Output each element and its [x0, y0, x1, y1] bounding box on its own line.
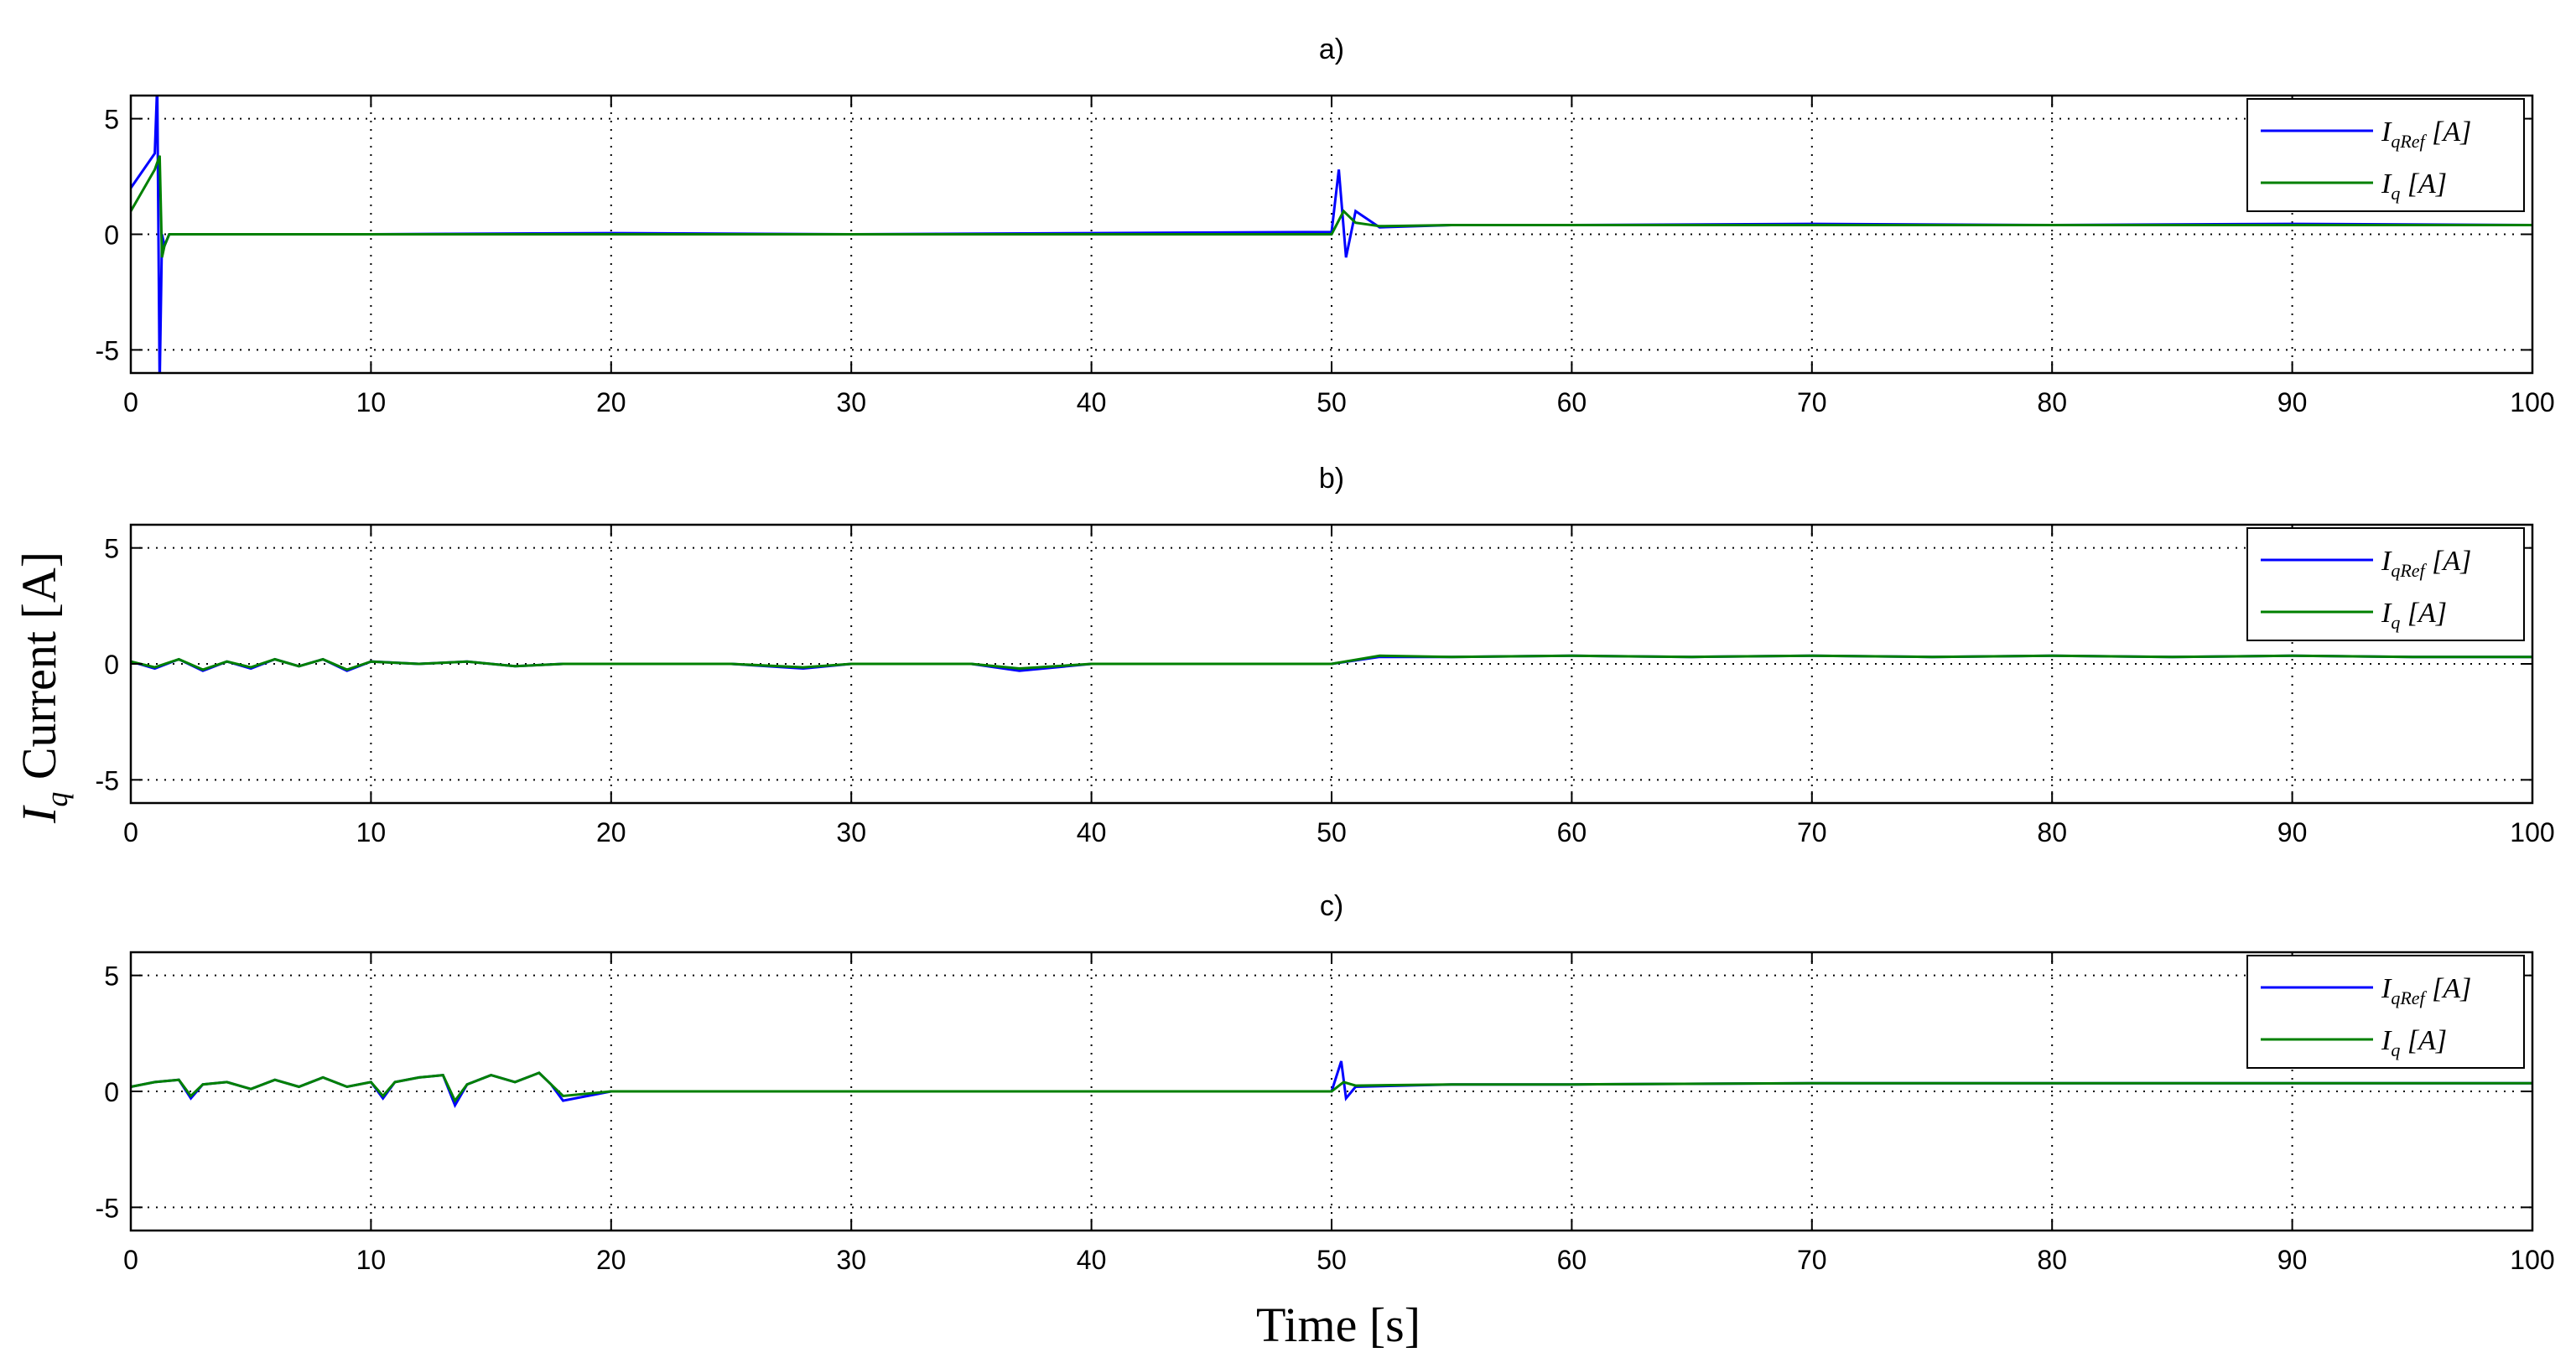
- y-tick-label: -5: [96, 1193, 119, 1223]
- legend-subscript: qRef: [2391, 560, 2427, 581]
- x-tick-label: 60: [1557, 817, 1587, 847]
- x-tick-label: 30: [836, 1245, 866, 1275]
- x-tick-label: 70: [1797, 1245, 1827, 1275]
- figure-background: [0, 0, 2576, 1368]
- y-tick-label: 5: [104, 105, 119, 135]
- x-tick-label: 10: [356, 1245, 387, 1275]
- x-tick-label: 30: [836, 817, 866, 847]
- y-tick-label: 5: [104, 534, 119, 564]
- legend-unit: [A]: [2400, 598, 2447, 629]
- x-tick-label: 70: [1797, 387, 1827, 417]
- x-tick-label: 20: [596, 387, 626, 417]
- x-tick-label: 60: [1557, 1245, 1587, 1275]
- y-tick-label: -5: [96, 335, 119, 365]
- legend-unit: [A]: [2425, 117, 2472, 148]
- x-tick-label: 80: [2037, 387, 2067, 417]
- legend-label-iq: Iq [A]: [2381, 168, 2447, 204]
- x-axis-title: Time [s]: [1256, 1298, 1420, 1352]
- x-tick-label: 50: [1317, 817, 1347, 847]
- y-tick-label: -5: [96, 765, 119, 795]
- panel-title: a): [1319, 34, 1344, 65]
- x-tick-label: 40: [1077, 817, 1107, 847]
- y-tick-label: 0: [104, 220, 119, 251]
- x-tick-label: 40: [1077, 1245, 1107, 1275]
- figure-canvas: a)0 10 20 30 40 50 60 70 80 90 100-505 IqRef [A]Iq …: [0, 0, 2576, 1368]
- y-tick-label: 5: [104, 961, 119, 992]
- legend-unit: [A]: [2400, 1025, 2447, 1056]
- legend-unit: [A]: [2425, 973, 2472, 1004]
- x-tick-label: 20: [596, 817, 626, 847]
- x-tick-label: 80: [2037, 1245, 2067, 1275]
- x-tick-label: 70: [1797, 817, 1827, 847]
- legend-label-iq: Iq [A]: [2381, 1025, 2447, 1060]
- x-tick-label: 10: [356, 387, 387, 417]
- x-tick-label: 100: [2510, 1245, 2554, 1275]
- x-tick-label: 100: [2510, 387, 2554, 417]
- x-tick-label: 90: [2277, 817, 2308, 847]
- x-tick-label: 90: [2277, 1245, 2308, 1275]
- x-tick-label: 50: [1317, 387, 1347, 417]
- x-tick-label: 40: [1077, 387, 1107, 417]
- legend-unit: [A]: [2400, 168, 2447, 200]
- legend-subscript: q: [2391, 1039, 2400, 1060]
- x-tick-label: 100: [2510, 817, 2554, 847]
- y-axis-title-text: Current [A]: [12, 552, 66, 792]
- legend: IqRef [A]Iq [A]: [2247, 956, 2524, 1068]
- x-tick-label: 90: [2277, 387, 2308, 417]
- legend: IqRef [A]Iq [A]: [2247, 99, 2524, 211]
- legend: IqRef [A]Iq [A]: [2247, 528, 2524, 640]
- legend-label-iq: Iq [A]: [2381, 598, 2447, 633]
- panel-title: c): [1320, 890, 1343, 922]
- legend-subscript: qRef: [2391, 131, 2427, 152]
- legend-subscript: q: [2391, 612, 2400, 633]
- y-tick-label: 0: [104, 1077, 119, 1107]
- y-axis-title: Iq Current [A]: [12, 552, 74, 824]
- legend-unit: [A]: [2425, 546, 2472, 577]
- x-tick-label: 30: [836, 387, 866, 417]
- legend-subscript: q: [2391, 183, 2400, 204]
- x-tick-label: 80: [2037, 817, 2067, 847]
- y-axis-title-subscript: q: [40, 792, 74, 807]
- x-tick-label: 0: [123, 1245, 138, 1275]
- x-tick-label: 10: [356, 817, 387, 847]
- x-tick-label: 60: [1557, 387, 1587, 417]
- legend-subscript: qRef: [2391, 987, 2427, 1008]
- panel-title: b): [1319, 463, 1344, 495]
- x-tick-label: 50: [1317, 1245, 1347, 1275]
- x-tick-label: 20: [596, 1245, 626, 1275]
- y-tick-label: 0: [104, 650, 119, 680]
- x-tick-label: 0: [123, 817, 138, 847]
- x-tick-label: 0: [123, 387, 138, 417]
